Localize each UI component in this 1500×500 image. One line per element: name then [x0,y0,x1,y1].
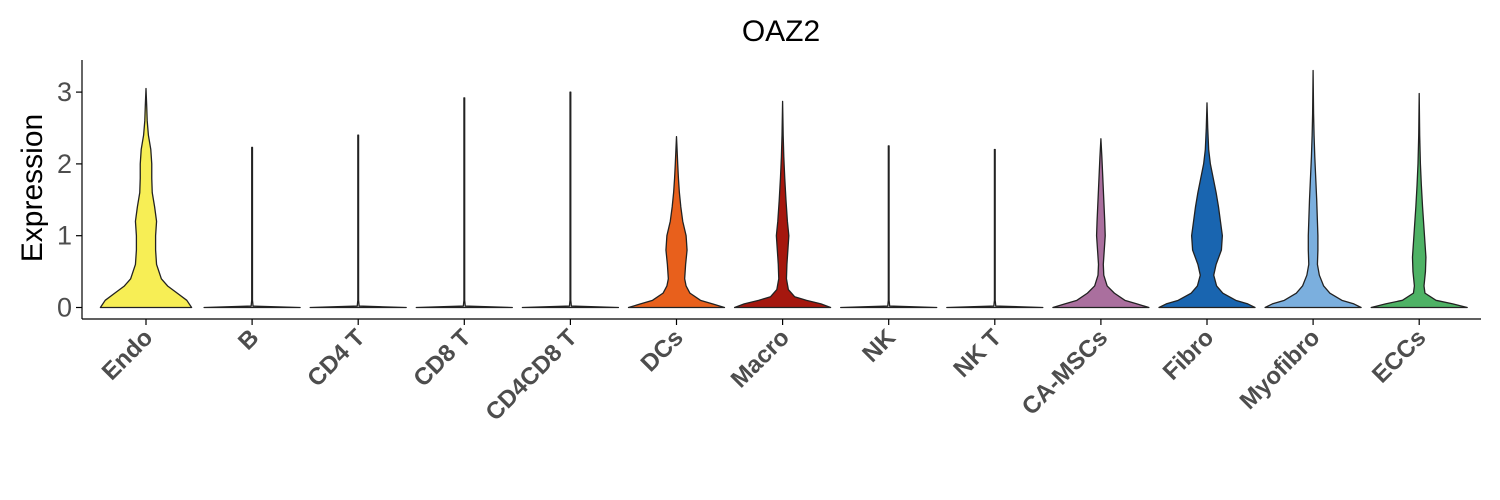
x-tick-label-ca-mscs: CA-MSCs [1017,324,1113,420]
y-axis-label: Expression [16,114,49,262]
violin-fibro [1158,102,1256,309]
violin-cd4cd8-t [521,91,620,309]
x-tick-label-dcs: DCs [636,324,689,377]
x-tick-label-myofibro: Myofibro [1235,324,1326,415]
y-tick-label: 0 [57,293,72,323]
y-tick-label: 1 [57,221,72,251]
y-tick-label: 2 [57,149,72,179]
violin-macro [733,100,832,309]
violin-myofibro [1264,69,1362,309]
x-tick-label-nk-t: NK T [948,324,1007,383]
violin-endo [99,87,193,309]
x-tick-label-endo: Endo [97,324,159,386]
violin-nk [840,145,938,309]
x-tick-label-macro: Macro [726,324,795,393]
x-tick-label-fibro: Fibro [1158,324,1220,386]
y-tick-label: 3 [57,77,72,107]
x-tick-label-cd4-t: CD4 T [302,324,370,392]
violin-cd8-t [415,97,513,309]
x-tick-label-nk: NK [857,324,901,368]
chart-title: OAZ2 [742,15,820,48]
violin-b [203,146,301,309]
violin-ca-mscs [1052,138,1150,309]
violin-nk-t [946,148,1044,309]
violin-group [99,69,1468,309]
violin-dcs [627,135,726,309]
x-tick-label-cd4cd8-t: CD4CD8 T [481,324,583,426]
x-tick-label-eccs: ECCs [1367,324,1431,388]
x-axis: Endo B CD4 T CD8 T CD4CD8 T DCs Macro NK NK T CA-… [97,319,1431,426]
x-tick-label-b: B [233,324,264,355]
violin-eccs [1370,92,1468,309]
y-axis: 0 1 2 3 [57,77,82,323]
violin-cd4-t [309,134,407,309]
x-tick-label-cd8-t: CD8 T [408,324,476,392]
